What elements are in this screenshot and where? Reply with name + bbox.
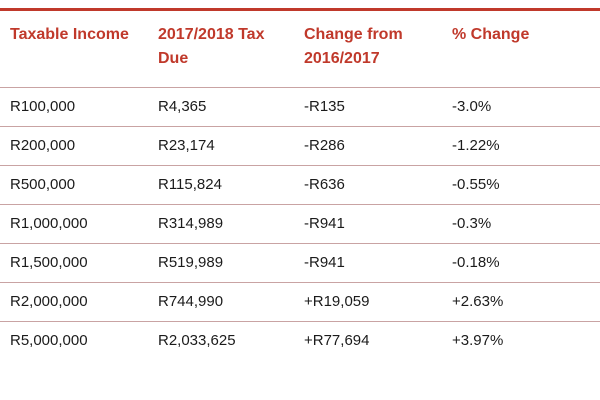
header-percent-change: % Change bbox=[442, 11, 600, 88]
cell-taxable-income: R1,000,000 bbox=[0, 204, 148, 244]
cell-change: -R941 bbox=[294, 243, 442, 283]
table-row: R2,000,000 R744,990 +R19,059 +2.63% bbox=[0, 282, 600, 322]
table-row: R200,000 R23,174 -R286 -1.22% bbox=[0, 126, 600, 166]
cell-taxable-income: R100,000 bbox=[0, 87, 148, 127]
table-row: R100,000 R4,365 -R135 -3.0% bbox=[0, 87, 600, 127]
cell-taxable-income: R5,000,000 bbox=[10, 332, 88, 350]
cell-change: +R19,059 bbox=[294, 282, 442, 322]
header-change: Change from 2016/2017 bbox=[294, 11, 442, 88]
table-row: R1,500,000 R519,989 -R941 -0.18% bbox=[0, 243, 600, 283]
cell-taxable-income: R2,000,000 bbox=[0, 282, 148, 322]
cell-tax-due: R744,990 bbox=[148, 282, 294, 322]
cell-taxable-income: R200,000 bbox=[0, 126, 148, 166]
cell-percent-change: -0.55% bbox=[442, 165, 600, 205]
cell-percent-change: -3.0% bbox=[442, 87, 600, 127]
tax-table: Taxable Income 2017/2018 Tax Due Change … bbox=[0, 11, 600, 360]
table-row: R500,000 R115,824 -R636 -0.55% bbox=[0, 165, 600, 205]
header-taxable-income: Taxable Income bbox=[0, 11, 148, 88]
cell-tax-due: R314,989 bbox=[148, 204, 294, 244]
cell-change: -R941 bbox=[294, 204, 442, 244]
cell-change: -R135 bbox=[294, 87, 442, 127]
cell-taxable-income: R1,500,000 bbox=[0, 243, 148, 283]
cell-tax-due: R519,989 bbox=[148, 243, 294, 283]
cell-change: +R77,694 bbox=[304, 332, 370, 350]
cell-tax-due: R4,365 bbox=[148, 87, 294, 127]
header-tax-due: 2017/2018 Tax Due bbox=[148, 11, 294, 88]
cell-percent-change: -0.3% bbox=[442, 204, 600, 244]
cell-tax-due: R115,824 bbox=[148, 165, 294, 205]
cell-tax-due: R23,174 bbox=[148, 126, 294, 166]
cell-percent-change: -0.18% bbox=[442, 243, 600, 283]
cell-taxable-income: R500,000 bbox=[0, 165, 148, 205]
top-rule bbox=[0, 8, 600, 11]
header-row: Taxable Income 2017/2018 Tax Due Change … bbox=[0, 11, 600, 88]
table-row: R1,000,000 R314,989 -R941 -0.3% bbox=[0, 204, 600, 244]
cell-tax-due: R2,033,625 bbox=[158, 332, 236, 350]
cell-change: -R286 bbox=[294, 126, 442, 166]
cell-percent-change: +2.63% bbox=[442, 282, 600, 322]
cell-percent-change: +3.97% bbox=[452, 332, 504, 350]
cell-percent-change: -1.22% bbox=[442, 126, 600, 166]
cell-change: -R636 bbox=[294, 165, 442, 205]
table-row: R5,000,000 R2,033,625 +R77,694 +3.97% bbox=[0, 321, 600, 360]
